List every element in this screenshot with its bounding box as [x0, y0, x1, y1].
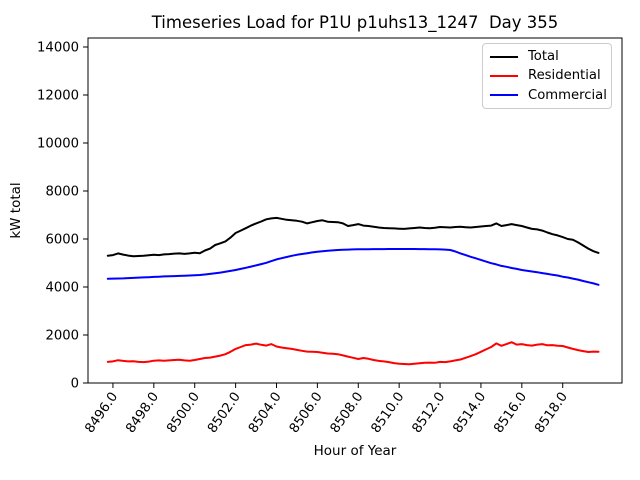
- legend: Total Residential Commercial: [482, 43, 612, 109]
- x-tick-label: 8500.0: [164, 390, 203, 436]
- legend-label-total: Total: [528, 49, 559, 65]
- x-tick-label: 8498.0: [123, 390, 162, 436]
- plot-border: [87, 37, 623, 384]
- legend-line-sample-total: [490, 55, 518, 58]
- legend-item-commercial: Commercial: [490, 89, 607, 102]
- series-line-commercial: [106, 248, 600, 286]
- legend-line-sample-residential: [490, 74, 518, 77]
- y-tick-label: 8000: [45, 185, 79, 200]
- x-tick-label: 8496.0: [82, 390, 121, 436]
- x-tick-label: 8518.0: [532, 390, 571, 436]
- y-tick-label: 6000: [45, 233, 79, 248]
- x-tick-label: 8510.0: [369, 390, 408, 436]
- x-tick-label: 8506.0: [287, 390, 326, 436]
- legend-label-commercial: Commercial: [528, 87, 607, 103]
- x-tick-label: 8514.0: [450, 390, 489, 436]
- chart-title: Timeseries Load for P1U p1uhs13_1247 Day…: [151, 13, 559, 33]
- legend-item-total: Total: [490, 50, 607, 63]
- y-axis-title: kW total: [8, 182, 24, 238]
- legend-item-residential: Residential: [490, 68, 607, 84]
- x-tick-label: 8502.0: [205, 390, 244, 436]
- x-axis-title: Hour of Year: [314, 443, 397, 459]
- x-tick-label: 8516.0: [491, 390, 530, 436]
- y-tick-label: 0: [71, 377, 79, 392]
- x-tick-label: 8508.0: [328, 390, 367, 436]
- legend-label-residential: Residential: [528, 68, 601, 84]
- x-tick-label: 8512.0: [410, 390, 449, 436]
- y-tick-label: 4000: [45, 281, 79, 296]
- x-tick-label: 8504.0: [246, 390, 285, 436]
- y-tick-label: 10000: [37, 137, 79, 152]
- series-line-residential: [106, 341, 600, 366]
- series-lines: [106, 216, 600, 366]
- y-tick-label: 12000: [37, 89, 79, 104]
- legend-line-sample-commercial: [490, 94, 518, 97]
- y-tick-label: 2000: [45, 329, 79, 344]
- series-line-total: [106, 216, 600, 258]
- y-tick-label: 14000: [37, 41, 79, 56]
